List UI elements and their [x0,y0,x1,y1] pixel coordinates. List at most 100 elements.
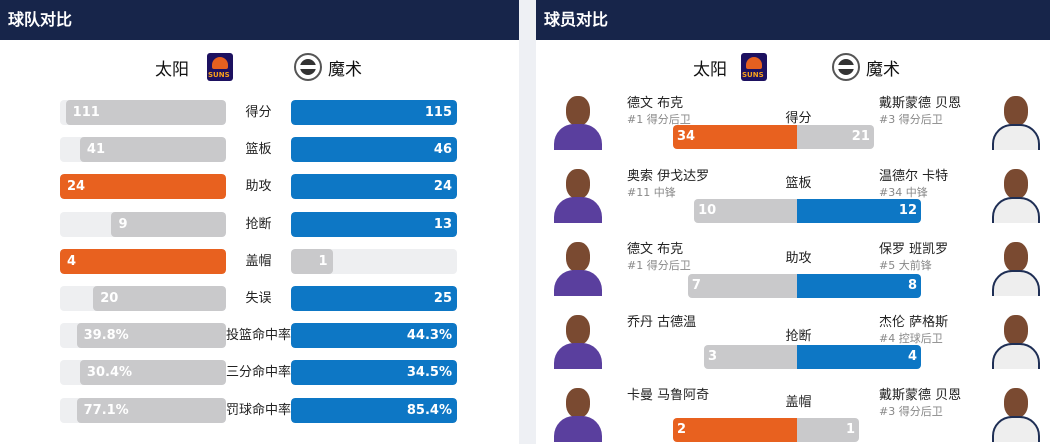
home-stat-bar: 39.8% [60,323,226,349]
away-player-stat-fill: 4 [797,345,921,369]
team-stat-row: 111 115 得分 [0,100,519,125]
stat-label: 失误 [245,291,272,306]
home-team-name: 太阳 [155,59,189,80]
home-stat-value: 41 [86,142,106,158]
home-stat-value: 77.1% [83,402,129,418]
home-player-stat-fill: 2 [673,418,797,442]
player-home-team-header: 太阳 [693,52,767,82]
stat-label: 得分 [245,105,272,120]
away-player-position: #3 得分后卫 [879,405,943,418]
home-player-avatar [548,309,608,369]
suns-logo-icon [207,53,233,81]
away-stat-bar: 115 [291,100,457,125]
away-stat-bar: 24 [291,174,457,200]
magic-logo-icon [832,53,860,81]
home-player-position: #1 得分后卫 [627,113,691,126]
player-stat-label: 助攻 [785,251,812,266]
team-stat-row: 30.4% 34.5% 三分命中率 [0,360,519,386]
team-stat-row: 4 1 盖帽 [0,248,519,274]
home-stat-value: 39.8% [83,328,129,344]
home-stat-fill: 20 [93,286,226,311]
team-stat-row: 39.8% 44.3% 投篮命中率 [0,323,519,349]
away-player-name[interactable]: 温德尔 卡特 [879,169,949,184]
home-player-stat-value: 10 [698,203,717,218]
home-stat-value: 20 [100,291,119,306]
away-stat-bar: 25 [291,286,457,311]
player-comparison-row: 卡曼 马鲁阿奇 戴斯蒙德 贝恩 #3 得分后卫 盖帽 2 1 [536,382,1050,444]
home-player-stat-value: 3 [708,349,718,364]
home-player-stat-fill: 34 [673,125,797,149]
away-stat-value: 13 [433,216,452,232]
stat-label: 助攻 [245,179,272,195]
home-player-stat-fill: 10 [694,199,797,223]
stat-label: 三分命中率 [226,365,292,381]
home-player-avatar [548,90,608,150]
home-stat-value: 111 [72,105,100,120]
home-stat-fill: 30.4% [79,360,226,386]
home-stat-bar: 111 [60,100,226,125]
stat-label: 抢断 [245,216,272,232]
away-stat-bar: 1 [291,248,457,274]
home-player-name[interactable]: 乔丹 古德温 [627,315,697,330]
away-player-position: #34 中锋 [879,186,928,199]
home-player-stat-value: 34 [677,129,696,144]
away-player-name[interactable]: 杰伦 萨格斯 [879,315,949,330]
away-player-name[interactable]: 保罗 班凯罗 [879,242,949,257]
home-stat-fill: 24 [60,174,226,200]
away-player-stat-value: 21 [851,129,870,144]
home-stat-bar: 24 [60,174,226,200]
player-comparison-row: 德文 布克 #1 得分后卫 戴斯蒙德 贝恩 #3 得分后卫 得分 34 21 [536,90,1050,162]
home-player-name[interactable]: 卡曼 马鲁阿奇 [627,388,710,403]
away-player-stat-value: 4 [907,349,917,364]
stat-label: 罚球命中率 [226,402,292,418]
player-stat-bar: 10 12 [673,199,921,223]
away-stat-fill: 85.4% [291,397,457,423]
home-stat-value: 4 [67,253,77,269]
home-stat-bar: 9 [60,211,226,237]
stat-label: 投篮命中率 [226,328,292,344]
away-player-name[interactable]: 戴斯蒙德 贝恩 [879,96,962,111]
away-player-stat-fill: 8 [797,274,921,298]
away-stat-fill: 44.3% [291,323,457,349]
away-player-stat-value: 8 [907,278,917,293]
home-stat-fill: 77.1% [76,397,226,423]
home-stat-fill: 41 [79,137,226,163]
home-player-stat-value: 7 [691,278,701,293]
away-stat-value: 44.3% [406,328,452,344]
home-player-position: #1 得分后卫 [627,259,691,272]
away-player-name[interactable]: 戴斯蒙德 贝恩 [879,388,962,403]
away-stat-fill: 25 [291,286,457,311]
home-stat-fill: 9 [111,211,226,237]
player-stat-label: 盖帽 [785,395,812,410]
away-player-stat-value: 12 [898,203,917,218]
away-stat-bar: 34.5% [291,360,457,386]
away-player-avatar [986,236,1046,296]
away-player-stat-fill: 1 [797,418,859,442]
team-stat-row: 9 13 抢断 [0,211,519,237]
home-player-name[interactable]: 德文 布克 [627,242,684,257]
away-stat-value: 34.5% [406,365,452,381]
away-player-position: #5 大前锋 [879,259,932,272]
team-stat-row: 24 24 助攻 [0,174,519,200]
player-home-team-name: 太阳 [693,59,727,80]
player-comparison-row: 乔丹 古德温 杰伦 萨格斯 #4 控球后卫 抢断 3 4 [536,309,1050,381]
away-player-position: #4 控球后卫 [879,332,943,345]
home-player-name[interactable]: 德文 布克 [627,96,684,111]
home-stat-fill: 4 [60,248,226,274]
home-player-stat-fill: 3 [704,345,797,369]
away-stat-value: 46 [433,142,452,158]
player-stat-label: 抢断 [785,329,812,344]
home-player-avatar [548,163,608,223]
home-player-name[interactable]: 奥索 伊戈达罗 [627,169,710,184]
home-stat-bar: 41 [60,137,226,163]
player-stat-label: 得分 [785,111,812,126]
home-stat-bar: 77.1% [60,397,226,423]
player-comparison-row: 德文 布克 #1 得分后卫 保罗 班凯罗 #5 大前锋 助攻 7 8 [536,236,1050,308]
away-stat-fill: 1 [291,248,333,274]
team-comparison-panel: 球队对比 太阳 魔术 111115得分4146篮板2424助攻913抢断41盖帽… [0,0,519,444]
away-team-header: 魔术 [294,52,362,82]
